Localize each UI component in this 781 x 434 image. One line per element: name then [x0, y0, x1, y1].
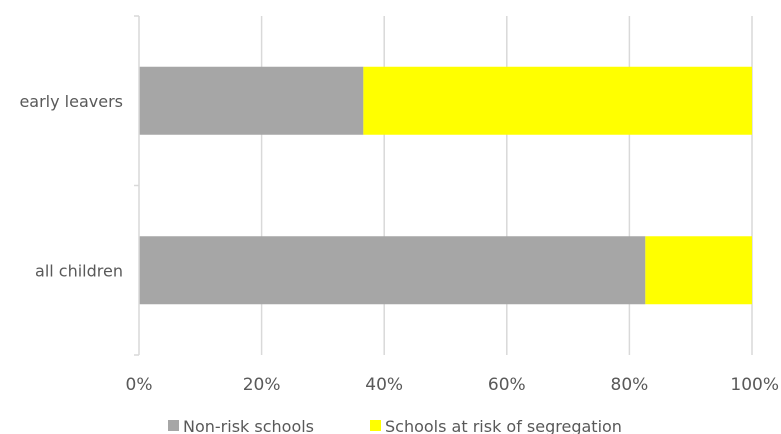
legend: Non-risk schools Schools at risk of segre…: [168, 417, 622, 434]
category-label: all children: [35, 261, 123, 280]
legend-swatch: [370, 420, 381, 431]
bars: [139, 66, 752, 305]
category-labels: early leavers all children: [19, 92, 123, 281]
category-axis: [134, 15, 140, 356]
bar-segment: [139, 236, 646, 305]
x-tick-label: 20%: [243, 375, 281, 395]
legend-swatch: [168, 420, 179, 431]
x-tick-label: 40%: [365, 375, 403, 395]
x-tick-label: 0%: [126, 375, 153, 395]
legend-label: Schools at risk of segregation: [385, 417, 622, 434]
legend-item: Non-risk schools: [168, 417, 314, 434]
legend-item: Schools at risk of segregation: [370, 417, 622, 434]
x-tick-labels: 0% 20% 40% 60% 80% 100%: [126, 375, 779, 395]
legend-label: Non-risk schools: [183, 417, 314, 434]
category-label: early leavers: [19, 92, 123, 111]
x-tick-label: 100%: [730, 375, 779, 395]
x-tick-label: 60%: [488, 375, 526, 395]
bar-segment: [645, 236, 752, 305]
bar-segment: [139, 66, 364, 135]
bar-segment: [363, 66, 752, 135]
x-tick-label: 80%: [611, 375, 649, 395]
